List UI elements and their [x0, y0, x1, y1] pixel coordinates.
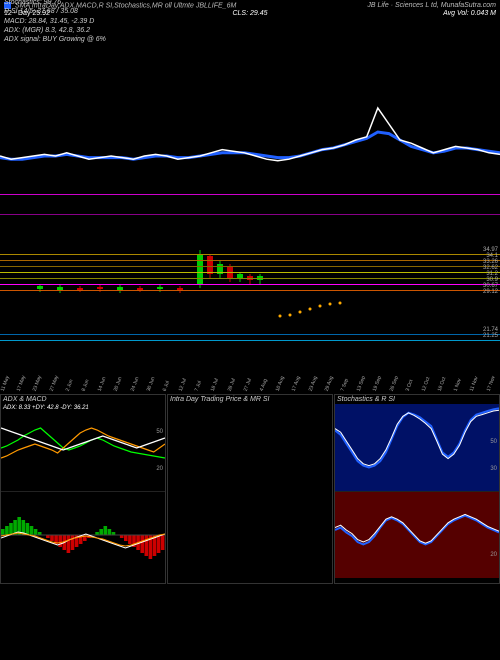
adx-macd-panel: ADX & MACD ADX: 8.33 +DY: 42.8 -DY: 36.2… [0, 394, 166, 584]
avg-vol: Avg Vol: 0.043 M [443, 10, 496, 17]
stoch-rsi-panel: Stochastics & R SI 5030 20 [334, 394, 500, 584]
date-tick: 28 Jul [226, 366, 241, 392]
date-tick: 13 Sep [356, 366, 371, 392]
price-label: 21.25 [483, 333, 498, 339]
date-tick: 14 Jun [97, 366, 112, 392]
bottom-panels: ADX & MACD ADX: 8.33 +DY: 42.8 -DY: 36.2… [0, 394, 500, 584]
date-tick: 20 Jun [113, 366, 128, 392]
cls-value: CLS: 29.45 [232, 10, 267, 17]
date-tick: 23 May [32, 366, 47, 392]
price-label: 29.12 [483, 289, 498, 295]
date-tick: 27 May [48, 366, 63, 392]
stoch-title: Stochastics & R SI [335, 395, 499, 404]
adx-values: ADX: 8.33 +DY: 42.8 -DY: 36.21 [1, 404, 165, 412]
intra-title: Intra Day Trading Price & MR SI [168, 395, 332, 404]
date-tick: 12 Jul [178, 366, 193, 392]
date-tick: 7 Jul [194, 366, 209, 392]
date-tick: 19 Sep [372, 366, 387, 392]
date-tick: 30 Jun [145, 366, 160, 392]
date-tick: 27 Jul [243, 366, 258, 392]
date-tick: 12 Oct [421, 366, 436, 392]
date-tick: 23 Aug [307, 366, 322, 392]
date-tick: 29 Aug [323, 366, 338, 392]
date-tick: 17 Aug [291, 366, 306, 392]
date-tick: 6 Jul [162, 366, 177, 392]
stat-macd: MACD: 28.84, 31.45, -2.39 D [4, 17, 496, 26]
date-tick: 3 Oct [404, 366, 419, 392]
date-tick: 18 Oct [437, 366, 452, 392]
brand-right: JB Life · Sciences L td, MunafaSutra.com [367, 2, 496, 9]
date-tick: 17 Nov [485, 366, 500, 392]
date-tick: 26 Sep [388, 366, 403, 392]
header: SMA IntraDay,ADX,MACD,R SI,Stochastics,M… [0, 0, 500, 56]
top-line-chart [0, 60, 500, 180]
date-tick: 17 May [16, 366, 31, 392]
date-tick: 4 Aug [259, 366, 274, 392]
date-tick: 1 Nov [453, 366, 468, 392]
date-tick: 8 Jun [81, 366, 96, 392]
date-tick: 24 Jun [129, 366, 144, 392]
intraday-panel: Intra Day Trading Price & MR SI [167, 394, 333, 584]
date-tick: 7 Sep [340, 366, 355, 392]
adx-title: ADX & MACD [1, 395, 165, 404]
date-tick: 11 Nov [469, 366, 484, 392]
date-tick: 11 May [0, 366, 14, 392]
date-axis: 11 May17 May23 May27 May2 Jun8 Jun14 Jun… [0, 366, 500, 392]
candle-chart: 34.9734.133.2632.6231.230.930.6729.1221.… [0, 184, 500, 364]
stat-adx-signal: ADX signal: BUY Growing @ 6% [4, 35, 496, 44]
stat-adx: ADX: (MGR) 8.3, 42.8, 36.2 [4, 26, 496, 35]
date-tick: 10 Aug [275, 366, 290, 392]
date-tick: 2 Jun [64, 366, 79, 392]
date-tick: 18 Jul [210, 366, 225, 392]
